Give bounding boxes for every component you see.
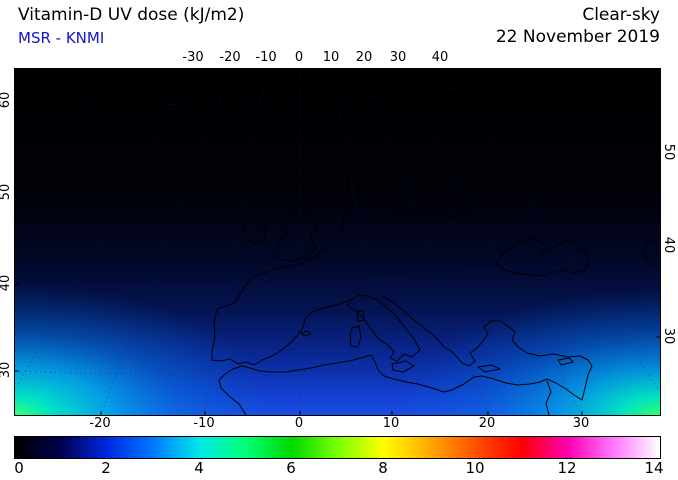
colorbar-tick-label: 12 [557, 459, 577, 477]
axis-tick-label-bottom: 0 [294, 416, 304, 431]
axis-tick-label-bottom: 30 [572, 416, 590, 431]
map-canvas [15, 69, 660, 415]
river-nile [545, 380, 552, 415]
coastline-iberia-france [211, 278, 353, 366]
coastline-sicily [391, 360, 415, 373]
coastline-ireland [242, 219, 267, 245]
figure-title: Vitamin-D UV dose (kJ/m2) [18, 5, 245, 25]
coastline-northwest-europe [250, 170, 478, 280]
axis-tick-label-left: 40 [0, 274, 13, 292]
colorbar-tick-label: 8 [378, 459, 388, 477]
coastline-italy [347, 294, 421, 362]
map-frame [14, 68, 661, 416]
axis-tick-label-top: 40 [431, 50, 449, 65]
coastline-balearics [300, 330, 312, 337]
colorbar-tick-label: 6 [286, 459, 296, 477]
axis-tick-label-top: 20 [355, 50, 373, 65]
uv-field-glow-southwest [15, 255, 335, 415]
coastline-caspian [642, 236, 660, 271]
graticule [15, 69, 660, 415]
coastlines [211, 131, 660, 415]
axis-tick-label-bottom: 10 [382, 416, 400, 431]
axis-tick-label-right: 50 [661, 143, 676, 161]
axis-tick-label-top: -30 [182, 50, 204, 65]
axis-tick-label-top: 0 [294, 50, 304, 65]
colorbar-frame [14, 436, 661, 459]
axis-tick-label-top: -20 [219, 50, 241, 65]
colorbar-tick-label: 0 [14, 459, 24, 477]
axis-tick-label-left: 50 [0, 183, 13, 201]
uv-field-glow-southeast [345, 265, 660, 415]
axis-tick-label-left: 60 [0, 91, 13, 109]
colorbar-tick-label: 10 [465, 459, 485, 477]
coastline-scandinavia [324, 131, 396, 189]
axis-tick-label-right: 40 [661, 236, 676, 254]
colorbar-tick-label: 2 [101, 459, 111, 477]
colorbar-tick-label: 4 [194, 459, 204, 477]
source-label: MSR - KNMI [18, 29, 105, 47]
axis-tick-label-bottom: -20 [89, 416, 111, 431]
axis-tick-label-bottom: -10 [193, 416, 215, 431]
frame-ticks [15, 69, 660, 415]
axis-tick-label-right: 30 [661, 327, 676, 345]
condition-label: Clear-sky [582, 5, 660, 25]
coastline-cyprus [557, 357, 574, 366]
date-label: 22 November 2019 [495, 27, 660, 47]
coastline-balkans-greece-turkey [382, 295, 593, 401]
axis-tick-label-top: 30 [389, 50, 407, 65]
coastline-sardinia [349, 325, 362, 348]
axis-tick-label-top: 10 [322, 50, 340, 65]
colorbar-tick-label: 14 [644, 459, 664, 477]
coastline-corsica [356, 309, 365, 322]
coastline-crete [477, 364, 501, 373]
coastline-britain [273, 193, 319, 262]
colorbar-gradient [15, 437, 660, 458]
axis-tick-label-top: -10 [255, 50, 277, 65]
axis-tick-label-bottom: 20 [478, 416, 496, 431]
axis-tick-label-left: 30 [0, 361, 13, 379]
coastline-north-africa [218, 354, 583, 415]
coastline-black-sea [495, 236, 591, 277]
